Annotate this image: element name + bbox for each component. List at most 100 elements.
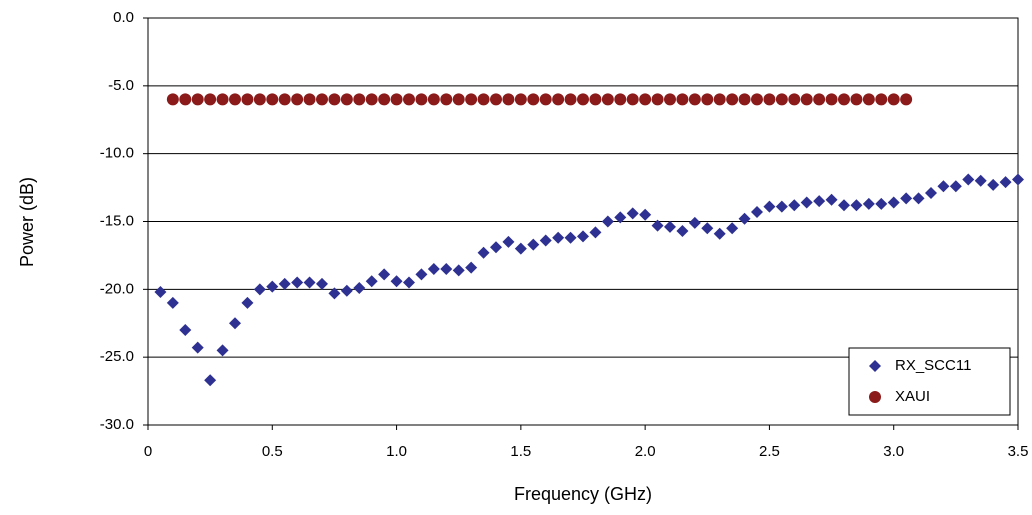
data-point	[788, 199, 801, 212]
data-point	[216, 344, 229, 357]
data-point	[825, 193, 838, 206]
data-point	[800, 196, 813, 209]
data-point	[154, 286, 167, 299]
data-point	[465, 93, 478, 106]
data-point	[278, 277, 291, 290]
data-point	[775, 93, 788, 106]
data-point	[415, 268, 428, 281]
data-point	[539, 93, 552, 106]
data-point	[266, 93, 279, 106]
data-point	[564, 231, 577, 244]
data-point	[166, 296, 179, 309]
x-tick-label: 1.0	[386, 443, 407, 460]
x-tick-label: 2.5	[759, 443, 780, 460]
data-point	[502, 93, 515, 106]
data-point	[191, 341, 204, 354]
data-point	[179, 93, 192, 106]
legend-marker	[869, 360, 881, 372]
data-point	[887, 196, 900, 209]
data-point	[415, 93, 428, 106]
x-tick-label: 2.0	[635, 443, 656, 460]
data-point	[701, 222, 714, 235]
data-point	[266, 280, 279, 293]
data-point	[987, 178, 1000, 191]
data-point	[278, 93, 291, 106]
data-point	[403, 276, 415, 289]
data-point	[912, 192, 925, 205]
data-point	[353, 93, 366, 106]
data-point	[241, 296, 254, 309]
y-tick-label: -5.0	[108, 77, 134, 94]
data-point	[365, 93, 378, 106]
data-point	[502, 235, 515, 248]
legend-box	[848, 347, 1011, 416]
x-tick-label: 1.5	[510, 443, 531, 460]
data-point	[328, 93, 341, 106]
data-point	[813, 93, 826, 106]
plot-frame	[147, 17, 1019, 426]
data-point	[751, 93, 763, 106]
data-point	[614, 93, 627, 106]
data-point	[738, 93, 751, 106]
data-point	[850, 93, 863, 106]
data-point	[241, 93, 254, 106]
data-point	[539, 234, 552, 247]
data-point	[166, 93, 179, 106]
data-point	[949, 180, 962, 193]
y-axis-title: Power (dB)	[17, 177, 37, 267]
data-point	[316, 277, 328, 290]
data-point	[775, 200, 788, 213]
x-tick-label: 0	[144, 443, 152, 460]
data-point	[527, 238, 540, 251]
data-point	[378, 268, 391, 281]
data-point	[291, 276, 304, 289]
data-point	[838, 93, 850, 106]
data-point	[179, 324, 192, 337]
data-point	[514, 242, 527, 255]
data-point	[639, 93, 652, 106]
data-point	[452, 264, 465, 277]
data-point	[552, 93, 565, 106]
data-point	[701, 93, 714, 106]
data-point	[838, 199, 850, 212]
data-point	[390, 93, 403, 106]
data-point	[291, 93, 304, 106]
data-point	[813, 195, 826, 208]
data-point	[440, 93, 453, 106]
data-point	[427, 93, 440, 106]
data-point	[937, 180, 950, 193]
data-point	[676, 224, 689, 237]
data-point	[229, 317, 241, 330]
data-point	[651, 93, 664, 106]
y-tick-label: -30.0	[100, 416, 134, 433]
data-point	[626, 93, 639, 106]
data-point	[477, 93, 490, 106]
data-point	[713, 227, 726, 240]
y-tick-label: 0.0	[113, 9, 134, 26]
data-point	[316, 93, 328, 106]
data-point	[490, 241, 502, 254]
data-point	[514, 93, 527, 106]
data-point	[253, 93, 266, 106]
data-point	[527, 93, 540, 106]
data-point	[875, 197, 888, 210]
data-point	[788, 93, 801, 106]
data-point	[925, 187, 937, 200]
legend-label: XAUI	[895, 388, 930, 405]
y-tick-label: -10.0	[100, 145, 134, 162]
data-point	[477, 246, 490, 259]
data-point	[664, 93, 676, 106]
data-point	[365, 275, 378, 288]
data-point	[303, 93, 316, 106]
data-point	[577, 230, 589, 243]
data-point	[825, 93, 838, 106]
data-point	[601, 215, 614, 228]
data-point	[216, 93, 229, 106]
data-point	[726, 222, 739, 235]
y-tick-label: -20.0	[100, 280, 134, 297]
data-point	[751, 206, 763, 219]
data-point	[738, 212, 751, 225]
data-point	[589, 93, 602, 106]
data-point	[564, 93, 577, 106]
